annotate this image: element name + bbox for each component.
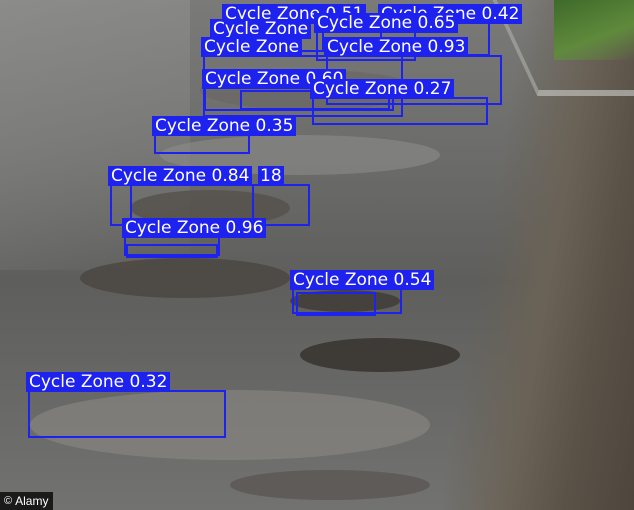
- detection-label: Cycle Zone 0.54: [290, 270, 435, 290]
- detection-box: [126, 244, 218, 258]
- pothole: [230, 470, 430, 500]
- pothole: [290, 290, 400, 312]
- detection-label: Cycle Zone 0.84: [108, 166, 253, 186]
- detection-box: [312, 97, 488, 125]
- detection-label: 18: [258, 166, 284, 186]
- detection-label: Cycle Zone 0.65: [314, 13, 459, 33]
- credit-text: Alamy: [15, 494, 49, 508]
- pothole: [30, 390, 430, 460]
- detection-box: [296, 292, 376, 316]
- detection-box: [154, 134, 250, 154]
- detection-label: Cycle Zone 0.27: [310, 79, 455, 99]
- detection-label: Cycle Zone 0.35: [152, 116, 297, 136]
- pothole: [80, 258, 290, 298]
- detection-label: Cycle Zone 0.32: [26, 372, 171, 392]
- detection-label: Cycle Zone: [201, 37, 303, 57]
- pothole: [300, 338, 460, 372]
- detection-label: Cycle Zone 0.96: [122, 218, 267, 238]
- detection-label: Cycle Zone 0.93: [324, 37, 469, 57]
- photo-credit: © Alamy: [0, 492, 54, 510]
- road-verge: [444, 0, 634, 510]
- copyright-icon: ©: [4, 495, 13, 507]
- grass-patch: [554, 0, 634, 60]
- detection-label: Cycle Zone: [210, 19, 312, 39]
- detection-box: [28, 390, 226, 438]
